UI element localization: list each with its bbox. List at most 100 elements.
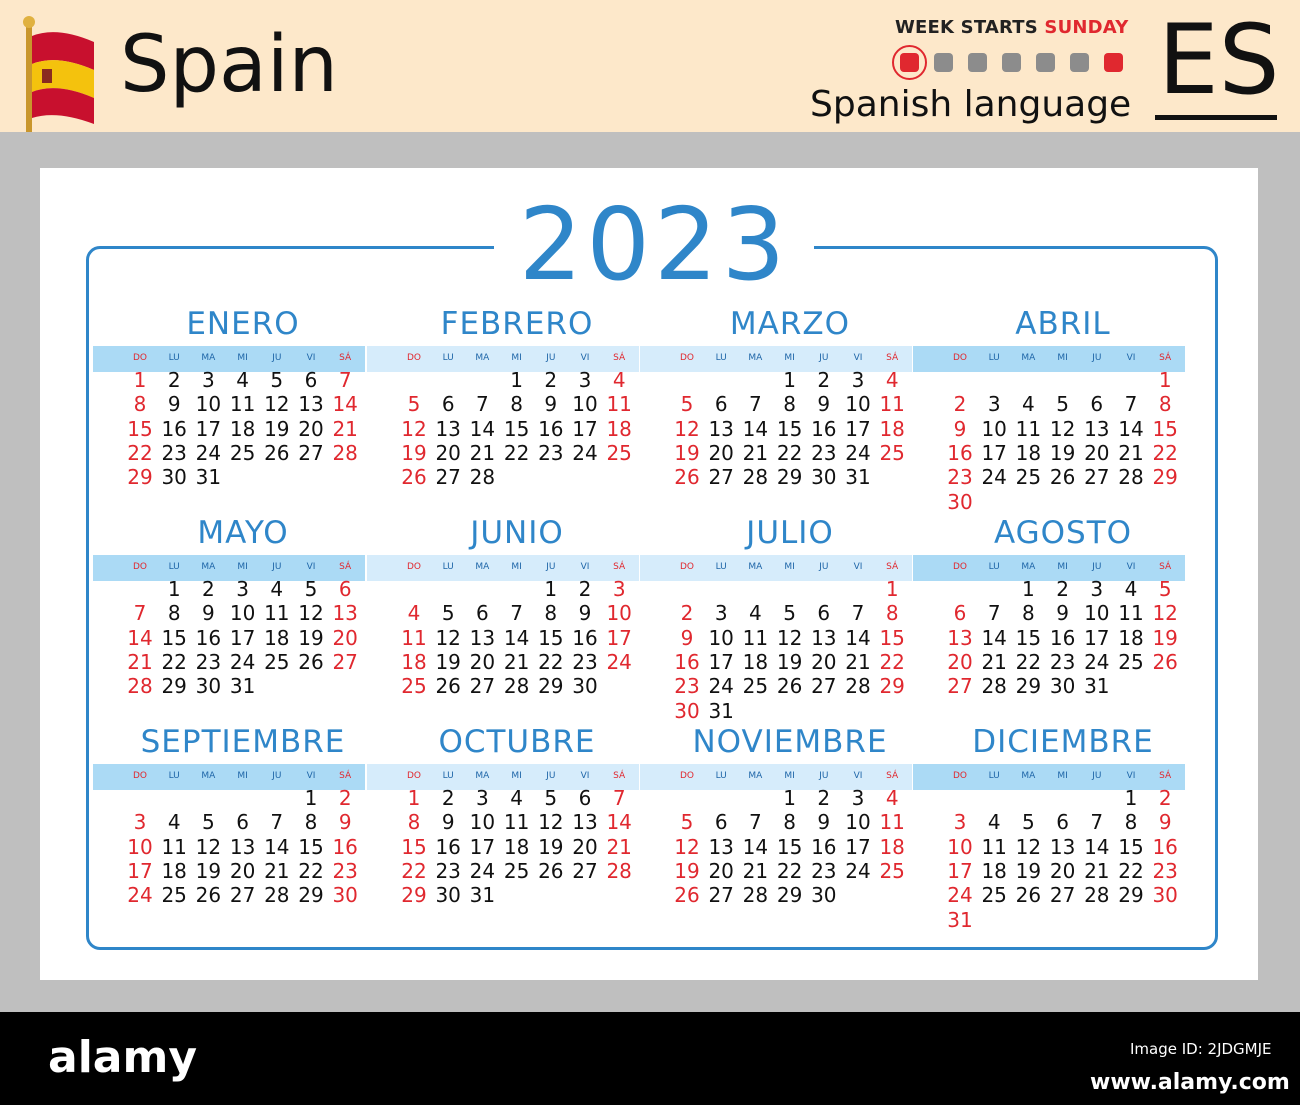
calendar-day: 12	[298, 601, 324, 626]
weekday-header: DO	[406, 771, 421, 781]
calendar-day: 28	[981, 674, 1007, 699]
weekday-header: LU	[168, 562, 180, 572]
calendar-day: 19	[674, 440, 700, 465]
calendar-day: 24	[845, 858, 871, 883]
calendar-day: 7	[476, 392, 489, 417]
calendar-day: 10	[469, 810, 496, 835]
calendar-day: 17	[1084, 625, 1110, 650]
calendar-day: 26	[195, 883, 222, 908]
calendar-day: 3	[851, 786, 865, 810]
calendar-day: 15	[879, 625, 905, 650]
calendar-day: 24	[469, 858, 496, 883]
weekday-header: SÁ	[1159, 353, 1172, 363]
calendar-day: 21	[332, 416, 358, 441]
calendar-day: 9	[202, 601, 215, 626]
calendar-day: 20	[947, 649, 973, 674]
weekday-header: DO	[406, 353, 421, 363]
calendar-day: 11	[742, 625, 769, 650]
calendar-day: 27	[708, 465, 734, 490]
weekday-header: MA	[201, 771, 216, 781]
calendar-day: 23	[1152, 858, 1178, 883]
calendar-day: 18	[401, 649, 427, 674]
calendar-day: 1	[1022, 577, 1035, 601]
calendar-day: 22	[879, 649, 905, 674]
calendar-day: 1	[885, 577, 899, 601]
month-name: ENERO	[186, 306, 300, 342]
calendar-day: 10	[947, 834, 973, 859]
calendar-day: 24	[606, 649, 632, 674]
calendar-day: 19	[195, 858, 222, 883]
calendar-day: 18	[1118, 625, 1144, 650]
weekday-header: SÁ	[1159, 771, 1172, 781]
calendar-day: 15	[776, 834, 803, 859]
calendar-day: 23	[435, 858, 461, 883]
week-dot-thursday	[1036, 53, 1055, 72]
calendar-day: 4	[749, 601, 762, 626]
calendar-day: 6	[817, 601, 831, 626]
calendar-day: 4	[1022, 392, 1035, 417]
calendar-day: 2	[1158, 786, 1172, 810]
calendar-day: 1	[783, 368, 796, 392]
calendar-day: 15	[401, 834, 427, 859]
weekday-header: VI	[306, 353, 316, 363]
weekday-header: MI	[1057, 353, 1068, 363]
calendar-day: 14	[264, 834, 290, 859]
calendar-day: 9	[680, 625, 694, 650]
calendar-day: 5	[407, 392, 421, 417]
calendar-day: 30	[1049, 674, 1076, 699]
weekday-header: MA	[475, 771, 490, 781]
calendar-day: 24	[572, 440, 598, 465]
calendar-day: 31	[845, 465, 871, 490]
calendar-day: 28	[742, 465, 769, 490]
calendar-day: 5	[1056, 392, 1069, 417]
calendar-day: 4	[510, 786, 523, 810]
calendar-day: 1	[407, 786, 421, 810]
calendar-day: 26	[401, 465, 427, 490]
calendar-day: 14	[469, 416, 496, 441]
calendar-day: 18	[879, 834, 905, 859]
calendar-day: 26	[298, 649, 324, 674]
calendar-day: 25	[1015, 465, 1042, 490]
calendar-day: 18	[879, 416, 905, 441]
calendar-day: 11	[879, 392, 905, 417]
calendar-day: 12	[264, 392, 290, 417]
calendar-day: 24	[195, 440, 222, 465]
calendar-day: 14	[742, 416, 769, 441]
calendar-day: 22	[1118, 858, 1144, 883]
calendar-day: 19	[298, 625, 324, 650]
weekday-header: DO	[406, 562, 421, 572]
calendar-day: 11	[606, 392, 632, 417]
calendar-day: 18	[264, 625, 290, 650]
calendar-day: 23	[195, 649, 222, 674]
calendar-day: 24	[845, 440, 871, 465]
calendar-day: 1	[133, 368, 147, 392]
calendar-day: 24	[947, 883, 973, 908]
country-name: Spain	[120, 20, 338, 110]
calendar-day: 5	[1022, 810, 1035, 835]
weekday-header: JU	[546, 771, 556, 781]
weekday-header-band	[367, 555, 639, 581]
calendar-day: 21	[1118, 440, 1144, 465]
calendar-day: 6	[1056, 810, 1069, 835]
calendar-day: 19	[538, 834, 564, 859]
calendar-day: 15	[503, 416, 530, 441]
calendar-day: 13	[708, 416, 734, 441]
calendar-day: 5	[1158, 577, 1172, 601]
weekday-header: VI	[1126, 562, 1136, 572]
calendar-day: 16	[811, 416, 837, 441]
calendar-day: 13	[572, 810, 598, 835]
calendar-day: 21	[469, 440, 496, 465]
weekday-header: LU	[168, 353, 180, 363]
weekday-header: MI	[511, 353, 522, 363]
month-name: ABRIL	[1015, 306, 1111, 342]
calendar-day: 27	[947, 674, 973, 699]
calendar-day: 10	[845, 810, 871, 835]
calendar-day: 10	[606, 601, 632, 626]
calendar-day: 29	[401, 883, 427, 908]
weekday-header: VI	[306, 562, 316, 572]
calendar-day: 28	[264, 883, 290, 908]
selected-day-ring	[892, 45, 927, 80]
weekday-header: MA	[748, 353, 763, 363]
calendar-day: 3	[236, 577, 249, 601]
calendar-day: 3	[612, 577, 626, 601]
